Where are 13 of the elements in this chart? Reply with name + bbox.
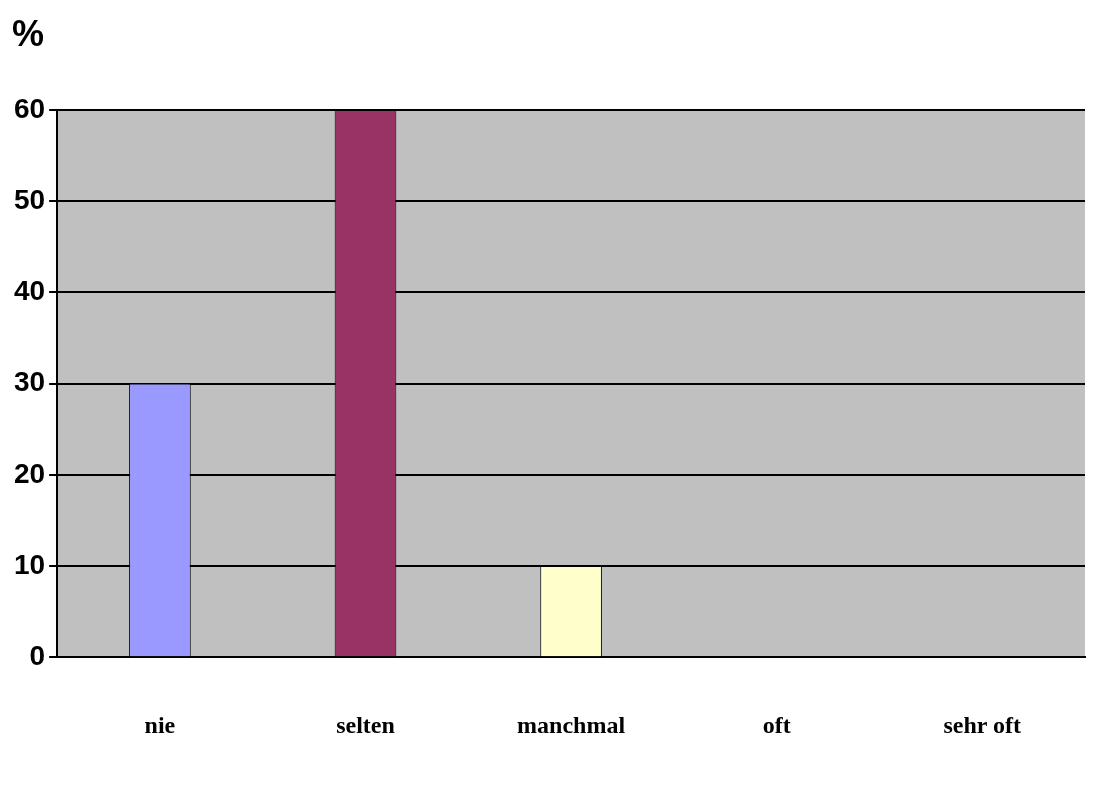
y-tick-label: 30 bbox=[13, 366, 46, 398]
y-tick-label: 0 bbox=[29, 639, 46, 671]
x-tick-label: manchmal bbox=[517, 711, 626, 738]
y-tick-label: 40 bbox=[13, 275, 46, 307]
y-tick-label: 50 bbox=[13, 183, 46, 215]
y-tick-label: 60 bbox=[13, 92, 46, 124]
y-tick-label: 20 bbox=[13, 457, 46, 489]
y-axis-title: % bbox=[12, 12, 45, 54]
y-tick-label: 10 bbox=[13, 548, 46, 580]
x-tick-label: oft bbox=[762, 711, 791, 738]
x-tick-label: nie bbox=[144, 711, 176, 738]
x-tick-label: selten bbox=[336, 711, 395, 738]
x-tick-label: sehr oft bbox=[943, 711, 1021, 738]
